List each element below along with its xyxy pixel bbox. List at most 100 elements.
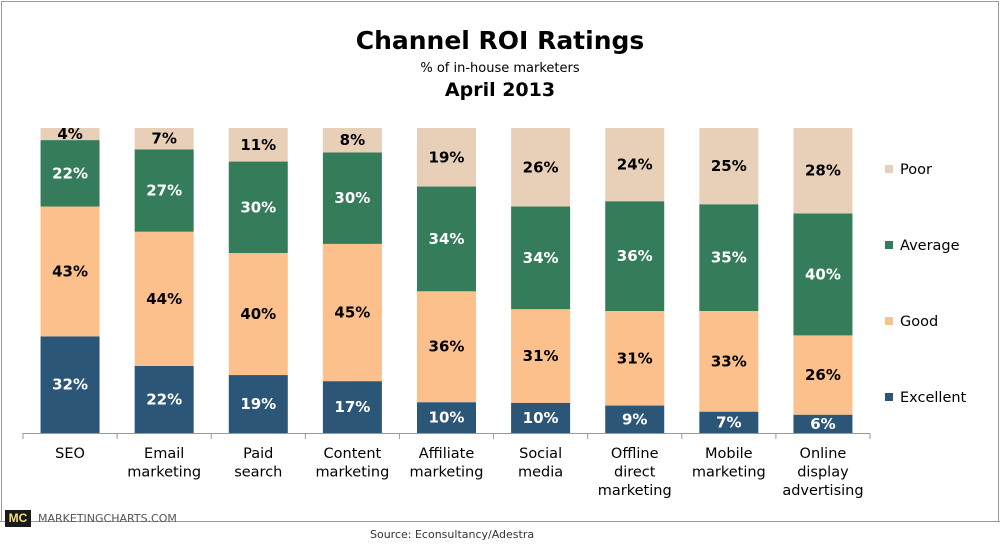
legend-swatch-good bbox=[885, 317, 893, 325]
legend-label: Poor bbox=[900, 162, 932, 178]
category-label: Mobile bbox=[705, 446, 753, 462]
bar-segment-excellent bbox=[511, 402, 571, 433]
bar-segment-good bbox=[228, 253, 288, 376]
bar-segment-poor bbox=[605, 128, 665, 202]
bar-segment-average bbox=[793, 213, 853, 336]
legend-label: Excellent bbox=[900, 390, 967, 406]
bar-segment-good bbox=[322, 243, 382, 382]
category-label: Affiliate bbox=[419, 446, 475, 462]
site-name: MARKETINGCHARTS.COM bbox=[38, 512, 177, 525]
data-label: 36% bbox=[617, 247, 653, 265]
category-label: Content bbox=[324, 446, 382, 462]
category-label: Offline bbox=[611, 446, 659, 462]
data-label: 26% bbox=[805, 366, 841, 384]
data-label: 44% bbox=[146, 290, 182, 308]
bar-segment-good bbox=[134, 231, 194, 366]
data-label: 33% bbox=[711, 352, 747, 370]
bar-segment-excellent bbox=[40, 336, 100, 433]
legend-swatch-average bbox=[885, 241, 893, 249]
data-label: 31% bbox=[523, 347, 559, 365]
category-label: Social bbox=[519, 446, 562, 462]
category-label: marketing bbox=[127, 465, 201, 481]
data-label: 4% bbox=[57, 125, 82, 143]
data-label: 25% bbox=[711, 157, 747, 175]
category-label: media bbox=[518, 465, 563, 481]
bar-segment-poor bbox=[322, 128, 382, 153]
category-label: Email bbox=[144, 446, 184, 462]
bar-segment-excellent bbox=[699, 411, 759, 433]
data-label: 40% bbox=[240, 305, 276, 323]
footer-divider bbox=[0, 521, 1000, 522]
bar-segment-poor bbox=[134, 128, 194, 150]
bar-segment-average bbox=[134, 149, 194, 232]
data-label: 9% bbox=[622, 410, 647, 428]
category-label: direct bbox=[614, 465, 656, 481]
category-label: marketing bbox=[692, 465, 766, 481]
bar-segment-average bbox=[228, 161, 288, 254]
data-label: 6% bbox=[810, 415, 835, 433]
bar-segment-poor bbox=[40, 128, 100, 141]
bar-segment-average bbox=[605, 201, 665, 311]
category-label: advertising bbox=[782, 483, 863, 499]
bar-segment-poor bbox=[417, 128, 476, 187]
chart-frame bbox=[1, 1, 999, 522]
data-label: 11% bbox=[240, 136, 276, 154]
bar-segment-poor bbox=[511, 128, 571, 207]
data-label: 22% bbox=[52, 164, 88, 182]
data-label: 30% bbox=[240, 198, 276, 216]
data-label: 10% bbox=[429, 409, 465, 427]
data-label: 28% bbox=[805, 162, 841, 180]
category-label: marketing bbox=[410, 465, 484, 481]
bar-segment-excellent bbox=[134, 365, 194, 433]
bar-segment-excellent bbox=[417, 402, 476, 433]
legend-swatch-excellent bbox=[885, 393, 893, 401]
bar-segment-good bbox=[699, 311, 759, 412]
data-label: 17% bbox=[334, 398, 370, 416]
data-label: 10% bbox=[523, 409, 559, 427]
marketingcharts-logo: MC bbox=[5, 510, 31, 527]
data-label: 30% bbox=[334, 189, 370, 207]
chart-date: April 2013 bbox=[444, 79, 556, 101]
bar-segment-average bbox=[699, 204, 759, 311]
data-label: 26% bbox=[523, 158, 559, 176]
category-label: marketing bbox=[598, 483, 672, 499]
category-label: display bbox=[797, 465, 849, 481]
bar-segment-good bbox=[605, 311, 665, 406]
data-label: 24% bbox=[617, 156, 653, 174]
bar-segment-poor bbox=[228, 128, 288, 162]
category-label: Online bbox=[800, 446, 847, 462]
data-label: 27% bbox=[146, 182, 182, 200]
bar-segment-average bbox=[417, 186, 476, 292]
bar-segment-good bbox=[40, 206, 100, 337]
data-label: 19% bbox=[240, 395, 276, 413]
bar-segment-excellent bbox=[322, 381, 382, 433]
chart-title: Channel ROI Ratings bbox=[355, 26, 645, 55]
data-label: 32% bbox=[52, 376, 88, 394]
bar-segment-average bbox=[40, 140, 100, 207]
data-label: 45% bbox=[334, 304, 370, 322]
category-label: Paid bbox=[243, 446, 273, 462]
data-label: 35% bbox=[711, 249, 747, 267]
category-label: SEO bbox=[55, 446, 85, 462]
legend-label: Average bbox=[900, 238, 960, 254]
data-label: 8% bbox=[340, 131, 365, 149]
data-label: 7% bbox=[151, 130, 176, 148]
legend-swatch-poor bbox=[885, 165, 893, 173]
category-label: search bbox=[234, 465, 282, 481]
data-label: 36% bbox=[429, 338, 465, 356]
data-label: 19% bbox=[429, 148, 465, 166]
data-label: 31% bbox=[617, 349, 653, 367]
bar-segment-good bbox=[793, 335, 853, 415]
data-label: 43% bbox=[52, 262, 88, 280]
data-label: 40% bbox=[805, 265, 841, 283]
source-note: Source: Econsultancy/Adestra bbox=[370, 528, 535, 541]
bar-segment-excellent bbox=[793, 414, 853, 433]
legend-label: Good bbox=[900, 314, 938, 330]
bar-segment-excellent bbox=[605, 405, 665, 433]
data-label: 34% bbox=[429, 230, 465, 248]
data-label: 7% bbox=[716, 413, 741, 431]
bar-segment-excellent bbox=[228, 375, 288, 433]
data-label: 34% bbox=[523, 249, 559, 267]
bar-segment-average bbox=[511, 206, 571, 310]
